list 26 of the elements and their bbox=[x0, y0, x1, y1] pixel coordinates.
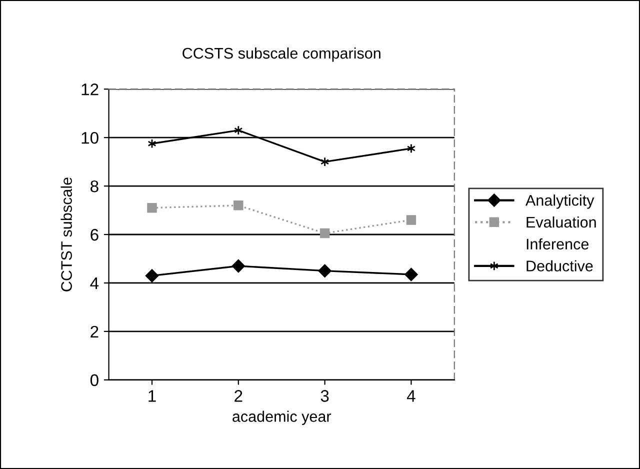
point bbox=[145, 269, 159, 282]
y-tick-label: 10 bbox=[82, 132, 98, 144]
point bbox=[232, 259, 245, 273]
legend-label: Deductive bbox=[526, 260, 593, 272]
x-tick-label: 2 bbox=[234, 390, 242, 402]
x-tick-label: 1 bbox=[148, 390, 156, 402]
text: Inference bbox=[526, 238, 588, 250]
y-tick-label: 8 bbox=[90, 180, 98, 192]
x-tick-label: 3 bbox=[320, 390, 329, 402]
legend-label: Analyticity bbox=[526, 194, 594, 209]
point bbox=[406, 215, 416, 225]
y-tick-label: 2 bbox=[90, 326, 98, 338]
point bbox=[404, 268, 418, 282]
y-axis-title: CCTST subscale bbox=[60, 178, 72, 292]
chart-title: CCSTS subscale comparison bbox=[182, 47, 380, 62]
y-tick-label: 4 bbox=[90, 278, 99, 289]
y-tick-label: 6 bbox=[90, 228, 98, 241]
point bbox=[320, 228, 330, 238]
y-tick-label: 0 bbox=[90, 374, 98, 386]
legend-label: Evaluation bbox=[526, 216, 596, 228]
point bbox=[147, 202, 157, 213]
point bbox=[318, 264, 332, 278]
y-tick-label: 12 bbox=[82, 84, 98, 96]
x-axis-title: academic year bbox=[232, 410, 332, 425]
point bbox=[234, 200, 244, 210]
x-tick-label: 4 bbox=[406, 390, 416, 402]
